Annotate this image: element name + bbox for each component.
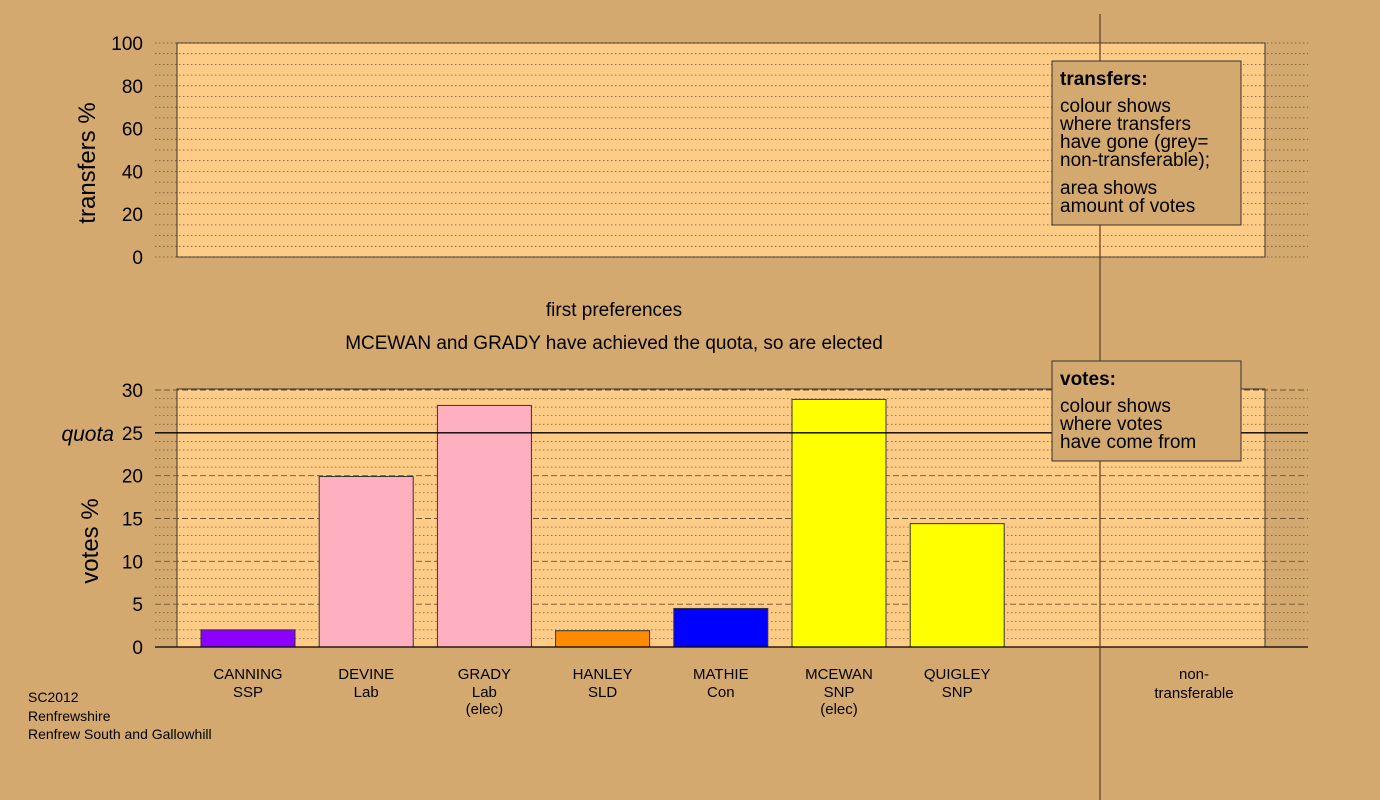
candidate-party-label: SNP [942, 684, 973, 701]
votes-legend-title: votes: [1060, 369, 1116, 390]
candidate-name-label: DEVINE [338, 666, 394, 683]
footer: SC2012 Renfrewshire Renfrew South and Ga… [28, 689, 212, 742]
footer-ward: Renfrew South and Gallowhill [28, 726, 212, 742]
transfers-legend: transfers: colour shows where transfers … [1051, 60, 1242, 226]
candidate-elected-label: (elec) [466, 701, 504, 718]
candidate-name-label: CANNING [213, 666, 282, 683]
votes-y-tick-label: 30 [122, 381, 143, 402]
candidate-name-label: MATHIE [693, 666, 749, 683]
nontransferable-label-line2: transferable [1154, 685, 1233, 702]
quota-label: quota [61, 423, 114, 446]
candidate-party-label: SLD [588, 684, 617, 701]
transfers-y-tick-label: 0 [132, 248, 143, 269]
candidate-name-label: HANLEY [573, 666, 633, 683]
votes-legend-line-2: where votes [1059, 414, 1162, 435]
footer-election: SC2012 [28, 689, 79, 705]
transfers-legend-line-6: amount of votes [1060, 196, 1195, 217]
votes-legend-line-1: colour shows [1060, 396, 1171, 417]
transfers-legend-line-1: colour shows [1060, 96, 1171, 117]
transfers-y-ticks: 0 20 40 60 80 100 [111, 34, 143, 269]
candidate-party-label: SNP [824, 684, 855, 701]
candidate-party-label: Con [707, 684, 735, 701]
bar-mcewan [791, 398, 887, 648]
votes-y-axis-label: votes % [77, 498, 104, 583]
transfers-legend-box [1051, 60, 1242, 226]
nontransferable-label-line1: non- [1179, 666, 1209, 683]
votes-y-tick-label: 5 [132, 595, 143, 616]
votes-y-ticks: 0 5 10 15 20 25 30 [122, 381, 143, 659]
transfers-legend-line-2: where transfers [1059, 114, 1191, 135]
transfers-y-axis-label: transfers % [74, 102, 101, 223]
footer-council: Renfrewshire [28, 708, 111, 724]
transfers-legend-line-5: area shows [1060, 178, 1157, 199]
stage-title: first preferences [546, 300, 682, 321]
candidate-name-label: MCEWAN [805, 666, 873, 683]
votes-y-tick-label: 15 [122, 510, 143, 531]
votes-y-tick-label: 20 [122, 467, 143, 488]
transfers-legend-line-4: non-transferable); [1060, 150, 1210, 171]
transfers-legend-line-3: have gone (grey= [1060, 132, 1208, 153]
votes-legend: votes: colour shows where votes have com… [1051, 360, 1242, 462]
transfers-y-tick-label: 20 [122, 205, 143, 226]
bar-canning [200, 629, 296, 648]
votes-legend-line-3: have come from [1060, 432, 1196, 453]
votes-y-tick-label: 25 [122, 424, 143, 445]
votes-y-tick-label: 10 [122, 552, 143, 573]
votes-bars [200, 398, 1005, 648]
transfers-y-tick-label: 60 [122, 120, 143, 141]
bar-quigley [909, 523, 1005, 648]
transfers-legend-title: transfers: [1060, 69, 1148, 90]
transfers-y-tick-label: 80 [122, 77, 143, 98]
candidate-name-label: QUIGLEY [924, 666, 991, 683]
bar-devine [318, 476, 414, 648]
candidate-elected-label: (elec) [820, 701, 858, 718]
bar-hanley [555, 630, 651, 648]
votes-legend-box [1051, 360, 1242, 462]
candidate-name-label: GRADY [458, 666, 511, 683]
candidate-labels: CANNINGSSPDEVINELabGRADYLab(elec)HANLEYS… [213, 666, 990, 718]
stage-subtitle: MCEWAN and GRADY have achieved the quota… [345, 333, 883, 354]
candidate-party-label: Lab [354, 684, 379, 701]
transfers-y-tick-label: 40 [122, 162, 143, 183]
candidate-party-label: SSP [233, 684, 263, 701]
bar-mathie [673, 607, 769, 648]
transfers-y-tick-label: 100 [111, 34, 143, 55]
votes-y-tick-label: 0 [132, 638, 143, 659]
bar-grady [436, 404, 532, 648]
candidate-party-label: Lab [472, 684, 497, 701]
